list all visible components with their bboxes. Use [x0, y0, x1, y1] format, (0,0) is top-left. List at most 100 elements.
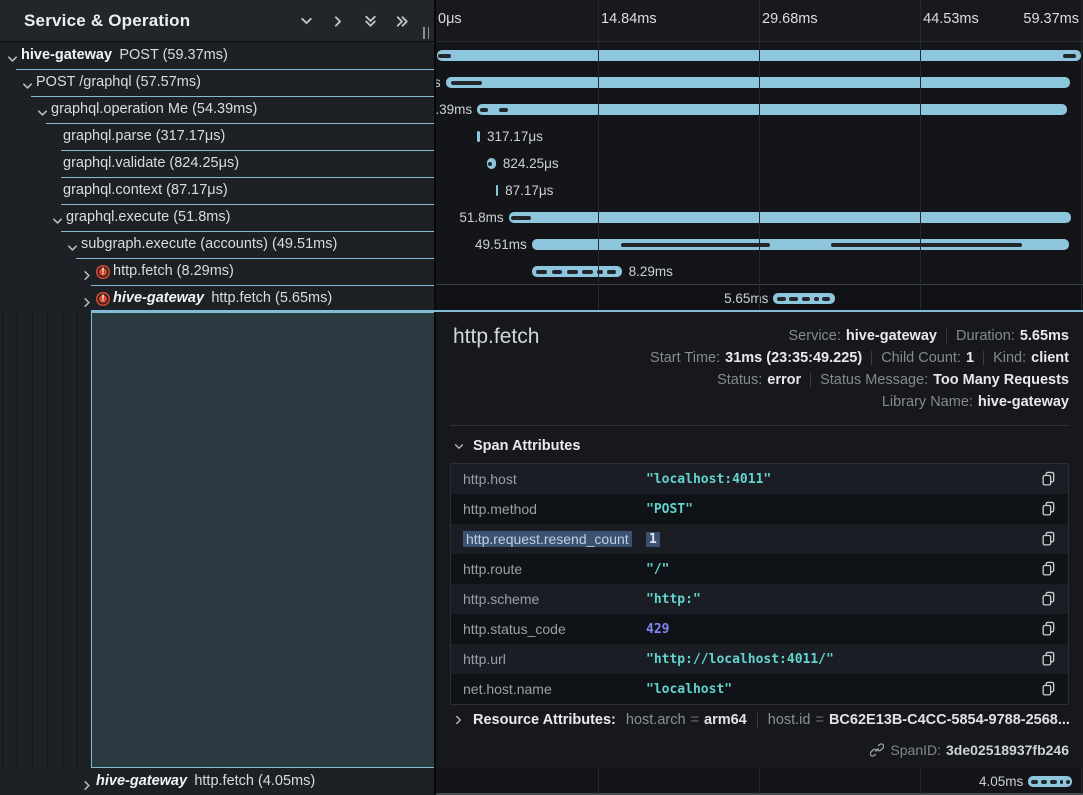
child-span-dash: [1066, 779, 1071, 784]
child-span-dash: [450, 80, 482, 85]
indent-guide: [62, 312, 63, 768]
pane-resize-divider[interactable]: [434, 0, 436, 795]
copy-icon[interactable]: [1041, 531, 1056, 547]
span-duration-bar[interactable]: [496, 185, 499, 196]
child-span-dash: [498, 107, 509, 112]
span-detail-title: http.fetch: [453, 325, 540, 348]
link-icon[interactable]: [870, 743, 884, 757]
span-tree-row[interactable]: hive-gateway POST (59.37ms): [0, 42, 434, 70]
span-tree-row[interactable]: hive-gateway http.fetch (4.05ms): [0, 768, 434, 795]
meta-line: Library Name: hive-gateway: [882, 391, 1069, 413]
expanded-span-region: [0, 312, 434, 768]
attribute-row[interactable]: http.scheme "http:": [451, 584, 1068, 614]
attribute-row[interactable]: http.request.resend_count 1: [451, 524, 1068, 554]
meta-line: Status: error Status Message: Too Many Requ…: [717, 369, 1069, 391]
equals-sign: =: [815, 712, 824, 728]
chevron-down-icon[interactable]: [6, 49, 19, 62]
span-detail-meta: Service: hive-gateway Duration: 5.65ms Start…: [650, 325, 1069, 413]
span-duration-bar[interactable]: [531, 266, 622, 277]
meta-value: 1: [965, 350, 975, 366]
copy-icon[interactable]: [1041, 681, 1056, 697]
attribute-key: http.url: [463, 651, 506, 667]
collapse-one-chevron-down-icon[interactable]: [299, 14, 314, 29]
selected-span-expansion: [91, 312, 434, 768]
span-duration-bar[interactable]: [531, 239, 1069, 250]
attribute-key: net.host.name: [463, 681, 552, 697]
span-label: subgraph.execute (accounts) (49.51ms): [81, 236, 338, 252]
child-span-dash: [1063, 53, 1076, 58]
row-underline: [61, 177, 434, 178]
expand-one-chevron-right-icon[interactable]: [331, 14, 346, 29]
attribute-row[interactable]: http.route "/": [451, 554, 1068, 584]
pane-resize-grip-icon[interactable]: [420, 26, 432, 40]
span-duration-bar[interactable]: [445, 77, 1071, 88]
span-attributes-table: http.host "localhost:4011" http.method "POS…: [450, 463, 1069, 705]
span-duration-label: 317.17μs: [487, 129, 543, 144]
attribute-row[interactable]: http.method "POST": [451, 494, 1068, 524]
span-timeline-row: 49.51ms: [436, 231, 1083, 258]
service-name: hive-gateway: [21, 47, 113, 63]
span-duration-bar[interactable]: [476, 131, 481, 142]
span-duration-bar[interactable]: [1028, 776, 1073, 787]
meta-label: Status Message:: [820, 372, 929, 388]
axis-tick-label: 29.68ms: [762, 11, 818, 27]
span-duration-bar[interactable]: [477, 104, 1068, 115]
meta-label: Child Count:: [881, 350, 961, 366]
span-tree-row[interactable]: POST /graphql (57.57ms): [0, 69, 434, 97]
span-tree-row[interactable]: graphql.execute (51.8ms): [0, 204, 434, 232]
meta-separator: [810, 373, 812, 387]
span-duration-label: 87.17μs: [505, 183, 554, 198]
gridline: [1081, 0, 1083, 312]
chevron-down-icon[interactable]: [36, 103, 49, 116]
copy-icon[interactable]: [1041, 501, 1056, 517]
meta-label: Status:: [717, 372, 763, 388]
row-underline: [61, 204, 434, 205]
span-tree-row[interactable]: ! http.fetch (8.29ms): [0, 258, 434, 286]
detail-divider: [450, 425, 1069, 426]
copy-icon[interactable]: [1041, 591, 1056, 607]
span-attributes-header[interactable]: Span Attributes: [453, 438, 580, 454]
span-duration-label: 49.51ms: [474, 237, 527, 252]
span-duration-bar[interactable]: [773, 293, 835, 304]
meta-value: error: [767, 372, 802, 388]
attribute-row[interactable]: net.host.name "localhost": [451, 674, 1068, 704]
attribute-row[interactable]: http.status_code 429: [451, 614, 1068, 644]
attribute-value: "http:": [646, 591, 701, 607]
child-span-dash: [597, 269, 603, 274]
span-tree-row[interactable]: graphql.parse (317.17μs): [0, 123, 434, 151]
chevron-right-icon[interactable]: [81, 292, 94, 305]
copy-icon[interactable]: [1041, 561, 1056, 577]
attribute-value: "localhost": [646, 681, 733, 697]
attribute-row[interactable]: http.host "localhost:4011": [451, 464, 1068, 494]
meta-label: Kind:: [993, 350, 1027, 366]
child-span-dash: [1040, 779, 1048, 784]
row-underline: [76, 258, 434, 259]
chevron-right-icon[interactable]: [81, 265, 94, 278]
chevron-down-icon[interactable]: [51, 211, 64, 224]
span-tree: hive-gateway POST (59.37ms) POST /graphql…: [0, 42, 434, 313]
copy-icon[interactable]: [1041, 621, 1056, 637]
chevron-down-icon[interactable]: [21, 76, 34, 89]
service-name: hive-gateway: [113, 290, 205, 306]
chevron-down-icon[interactable]: [66, 238, 79, 251]
attribute-row[interactable]: http.url "http://localhost:4011/": [451, 644, 1068, 674]
attribute-key: http.host: [463, 471, 517, 487]
chevron-right-icon[interactable]: [81, 775, 94, 788]
span-tree-row[interactable]: ! hive-gateway http.fetch (5.65ms): [0, 285, 434, 313]
span-id-value: 3de02518937fb246: [946, 742, 1069, 758]
span-tree-row[interactable]: graphql.validate (824.25μs): [0, 150, 434, 178]
copy-icon[interactable]: [1041, 471, 1056, 487]
span-tree-row[interactable]: graphql.operation Me (54.39ms): [0, 96, 434, 124]
gridline: [920, 768, 922, 793]
meta-separator: [983, 351, 985, 365]
span-tree-row[interactable]: subgraph.execute (accounts) (49.51ms): [0, 231, 434, 259]
resource-attributes-row[interactable]: Resource Attributes: host.arch = arm64 host…: [453, 712, 1069, 728]
span-tree-row[interactable]: graphql.context (87.17μs): [0, 177, 434, 205]
expand-all-double-chevron-right-icon[interactable]: [395, 14, 410, 29]
collapse-all-double-chevron-down-icon[interactable]: [363, 14, 378, 29]
span-duration-bar[interactable]: [508, 212, 1071, 223]
copy-icon[interactable]: [1041, 651, 1056, 667]
span-duration-bar[interactable]: [486, 158, 496, 169]
gridline: [1081, 768, 1083, 793]
